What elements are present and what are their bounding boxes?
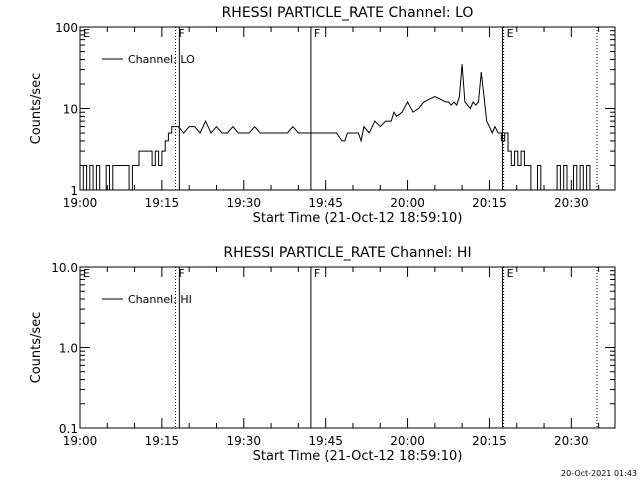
x-tick-label: 20:30 [554,434,589,448]
x-tick-label: 20:30 [554,196,589,210]
y-tick-label: 1 [70,184,78,198]
x-tick-label: 20:15 [472,196,507,210]
event-marker-label: F [314,267,320,280]
event-marker-label: F [179,267,185,280]
x-axis-label: Start Time (21-Oct-12 18:59:10) [253,211,463,226]
x-tick-label: 19:30 [226,434,261,448]
x-tick-label: 20:15 [472,434,507,448]
x-tick-label: 19:45 [308,434,343,448]
event-marker-label: E [507,27,514,40]
chart-title: RHESSI PARTICLE_RATE Channel: LO [222,5,474,21]
x-tick-label: 19:45 [308,196,343,210]
event-marker-label: E [83,27,90,40]
y-axis-label: Counts/sec [29,73,44,145]
x-axis-label: Start Time (21-Oct-12 18:59:10) [253,449,463,464]
y-tick-label: 0.1 [59,422,78,436]
x-tick-label: 19:30 [226,196,261,210]
y-axis: 1 10 100 [55,21,615,198]
legend-label: Channel: LO [128,53,195,66]
x-tick-label: 19:15 [145,196,180,210]
legend-label: Channel: HI [128,293,192,306]
chart-panel-2: RHESSI PARTICLE_RATE Channel: HI 0.1 1.0 10… [29,245,616,464]
event-marker-label: E [83,267,90,280]
footer-timestamp: 20-Oct-2021 01:43 [561,469,637,478]
x-tick-label: 19:00 [63,196,98,210]
x-tick-label: 19:00 [63,434,98,448]
x-tick-label: 20:00 [390,196,425,210]
y-tick-label: 10.0 [51,261,78,275]
series-line-lo [80,64,594,191]
y-axis-label: Counts/sec [29,312,44,384]
x-tick-label: 20:00 [390,434,425,448]
event-marker-label: F [314,27,320,40]
y-tick-label: 10 [63,103,78,117]
chart-panel-1: RHESSI PARTICLE_RATE Channel: LO 1 10 100 Co… [29,5,616,226]
y-tick-label: 100 [55,21,78,35]
y-tick-label: 1.0 [59,342,78,356]
y-axis: 0.1 1.0 10.0 [51,261,615,436]
chart-title: RHESSI PARTICLE_RATE Channel: HI [223,245,471,261]
event-marker-label: F [179,27,185,40]
x-axis: 19:00 19:15 19:30 19:45 20:00 20:15 20:30 [63,27,600,210]
x-axis: 19:00 19:15 19:30 19:45 20:00 20:15 20:30 [63,267,600,448]
event-marker-label: E [507,267,514,280]
x-tick-label: 19:15 [145,434,180,448]
